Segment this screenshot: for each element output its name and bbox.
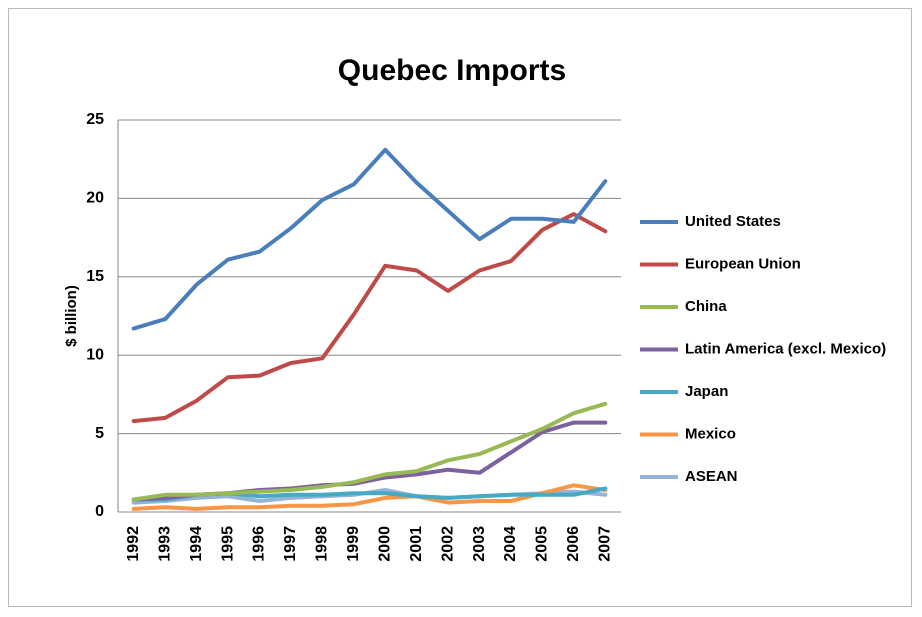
x-tick-label: 1997 [282, 526, 299, 562]
x-tick-label: 1998 [314, 526, 331, 562]
series-line [131, 147, 608, 331]
y-tick-label: 0 [95, 503, 104, 520]
y-axis-label: $ billion) [63, 285, 80, 347]
legend-label: ASEAN [685, 468, 738, 485]
x-tick-label: 2003 [471, 526, 488, 562]
x-tick-label: 2002 [439, 526, 456, 562]
legend-label: Latin America (excl. Mexico) [685, 340, 886, 357]
x-tick-label: 2005 [534, 526, 551, 562]
x-tick-label: 1992 [125, 526, 142, 562]
legend-label: European Union [685, 255, 801, 272]
x-tick-label: 2001 [408, 526, 425, 562]
x-tick-label: 2004 [502, 526, 519, 562]
x-tick-label: 1999 [345, 526, 362, 562]
legend-label: Mexico [685, 425, 736, 442]
x-tick-label: 1995 [219, 526, 236, 562]
chart-title: Quebec Imports [338, 54, 566, 87]
x-tick-label: 2007 [597, 526, 614, 562]
chart-frame [8, 8, 912, 607]
x-tick-label: 1993 [156, 526, 173, 562]
y-tick-label: 20 [86, 190, 104, 207]
series-line [131, 401, 608, 502]
x-tick-label: 2000 [376, 526, 393, 562]
series-line [131, 212, 608, 424]
legend-label: Japan [685, 383, 728, 400]
y-tick-label: 5 [95, 425, 104, 442]
x-tick-label: 2006 [565, 526, 582, 562]
y-tick-label: 15 [86, 268, 104, 285]
y-tick-label: 25 [86, 111, 104, 128]
x-tick-label: 1996 [251, 526, 268, 562]
legend-label: China [685, 298, 727, 315]
y-tick-label: 10 [86, 346, 104, 363]
x-tick-label: 1994 [188, 526, 205, 562]
series-line [131, 483, 608, 511]
legend-label: United States [685, 213, 781, 230]
